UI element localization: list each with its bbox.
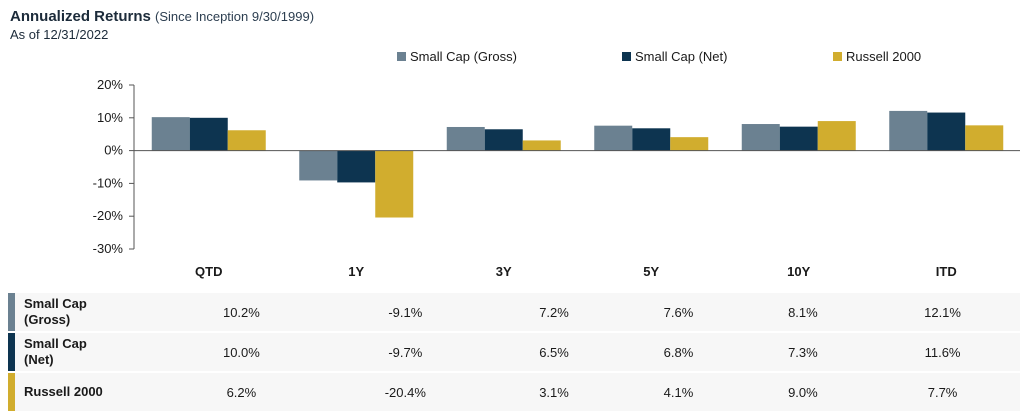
bar-small-cap-gross-3y bbox=[446, 126, 485, 151]
bar-small-cap-net-qtd bbox=[189, 117, 228, 151]
x-category-label: ITD bbox=[936, 264, 957, 279]
legend-label: Small Cap (Gross) bbox=[410, 49, 517, 64]
bar-chart: 20% 10% 0% -10% -20% -30% QTD 1Y 3Y 5Y 10Y ITD Small… bbox=[93, 49, 1020, 279]
row-label-net-line2: (Net) bbox=[24, 352, 54, 367]
net-swatch bbox=[8, 333, 15, 371]
table-cell: 7.6% bbox=[663, 304, 694, 320]
legend-swatch bbox=[833, 52, 842, 61]
bar-russell-2000-1y bbox=[375, 150, 414, 218]
table-cell: 7.3% bbox=[788, 344, 818, 360]
table-cell: 10.2% bbox=[222, 304, 260, 320]
bar-small-cap-net-itd bbox=[927, 112, 966, 151]
bar-small-cap-net-3y bbox=[484, 129, 523, 151]
table-cell: -9.7% bbox=[388, 344, 423, 360]
gross-swatch bbox=[8, 293, 15, 331]
bar-small-cap-net-5y bbox=[632, 128, 671, 151]
as-of-date: As of 12/31/2022 bbox=[10, 27, 109, 42]
y-tick-label: -20% bbox=[93, 208, 124, 223]
chart-title: Annualized Returns (Since Inception 9/30… bbox=[10, 8, 314, 25]
table-cell: 11.6% bbox=[924, 344, 961, 360]
row-label-russell: Russell 2000 bbox=[24, 384, 103, 399]
chart-title-sub: (Since Inception 9/30/1999) bbox=[155, 9, 315, 24]
table-cell: 6.5% bbox=[539, 344, 569, 360]
y-tick-label: -10% bbox=[93, 175, 124, 190]
y-tick-label: 20% bbox=[97, 77, 123, 92]
table-cell: 10.0% bbox=[222, 344, 260, 360]
table-cell: 12.1% bbox=[924, 304, 961, 320]
bar-small-cap-gross-5y bbox=[594, 125, 633, 151]
table-cell: 3.1% bbox=[539, 384, 569, 400]
x-category-label: 5Y bbox=[643, 264, 659, 279]
x-category-label: 1Y bbox=[348, 264, 364, 279]
table-row-russell: Russell 2000 6.2% -20.4% 3.1% 4.1% 9.0% … bbox=[8, 373, 1020, 411]
chart-title-main: Annualized Returns bbox=[10, 8, 151, 25]
legend-swatch bbox=[622, 52, 631, 61]
y-tick-label: 10% bbox=[97, 110, 123, 125]
bar-small-cap-net-10y bbox=[779, 126, 818, 151]
x-category-label: QTD bbox=[195, 264, 222, 279]
legend-label: Small Cap (Net) bbox=[635, 49, 727, 64]
x-category-label: 10Y bbox=[787, 264, 810, 279]
bar-russell-2000-itd bbox=[965, 125, 1004, 151]
x-category-label: 3Y bbox=[496, 264, 512, 279]
legend-swatch bbox=[397, 52, 406, 61]
table-cell: 8.1% bbox=[788, 304, 818, 320]
bar-small-cap-gross-1y bbox=[299, 150, 338, 181]
table-cell: 9.0% bbox=[788, 384, 818, 400]
table-cell: -20.4% bbox=[384, 384, 426, 400]
bar-russell-2000-3y bbox=[522, 140, 561, 151]
russell-swatch bbox=[8, 373, 15, 411]
bar-small-cap-gross-qtd bbox=[151, 117, 190, 151]
row-header-russell: Russell 2000 bbox=[8, 373, 164, 411]
row-label-gross-line2: (Gross) bbox=[24, 312, 71, 327]
returns-table: Small Cap (Gross) 10.2% -9.1% 7.2% 7.6% 8… bbox=[8, 291, 1020, 413]
table-cell: 6.2% bbox=[226, 384, 257, 400]
bar-russell-2000-qtd bbox=[227, 130, 266, 151]
legend-label: Russell 2000 bbox=[846, 49, 921, 64]
table-cell: 4.1% bbox=[663, 384, 694, 400]
table-cell: 7.7% bbox=[927, 384, 958, 400]
table-row-net: Small Cap (Net) 10.0% -9.7% 6.5% 6.8% 7.3… bbox=[8, 333, 1020, 371]
row-label-net-line1: Small Cap bbox=[24, 336, 87, 351]
bar-small-cap-net-1y bbox=[337, 150, 376, 183]
bar-small-cap-gross-10y bbox=[741, 124, 780, 151]
bar-small-cap-gross-itd bbox=[889, 110, 928, 151]
table-row-gross: Small Cap (Gross) 10.2% -9.1% 7.2% 7.6% 8… bbox=[8, 293, 1020, 331]
table-cell: -9.1% bbox=[388, 304, 423, 320]
table-cell: 7.2% bbox=[539, 304, 569, 320]
y-tick-label: -30% bbox=[93, 241, 124, 256]
bar-russell-2000-10y bbox=[817, 121, 856, 151]
row-label-gross-line1: Small Cap bbox=[24, 296, 87, 311]
row-header-gross: Small Cap (Gross) bbox=[8, 293, 164, 331]
table-cell: 6.8% bbox=[663, 344, 694, 360]
row-header-net: Small Cap (Net) bbox=[8, 333, 164, 371]
y-tick-label: 0% bbox=[104, 143, 123, 158]
bar-russell-2000-5y bbox=[670, 137, 709, 151]
